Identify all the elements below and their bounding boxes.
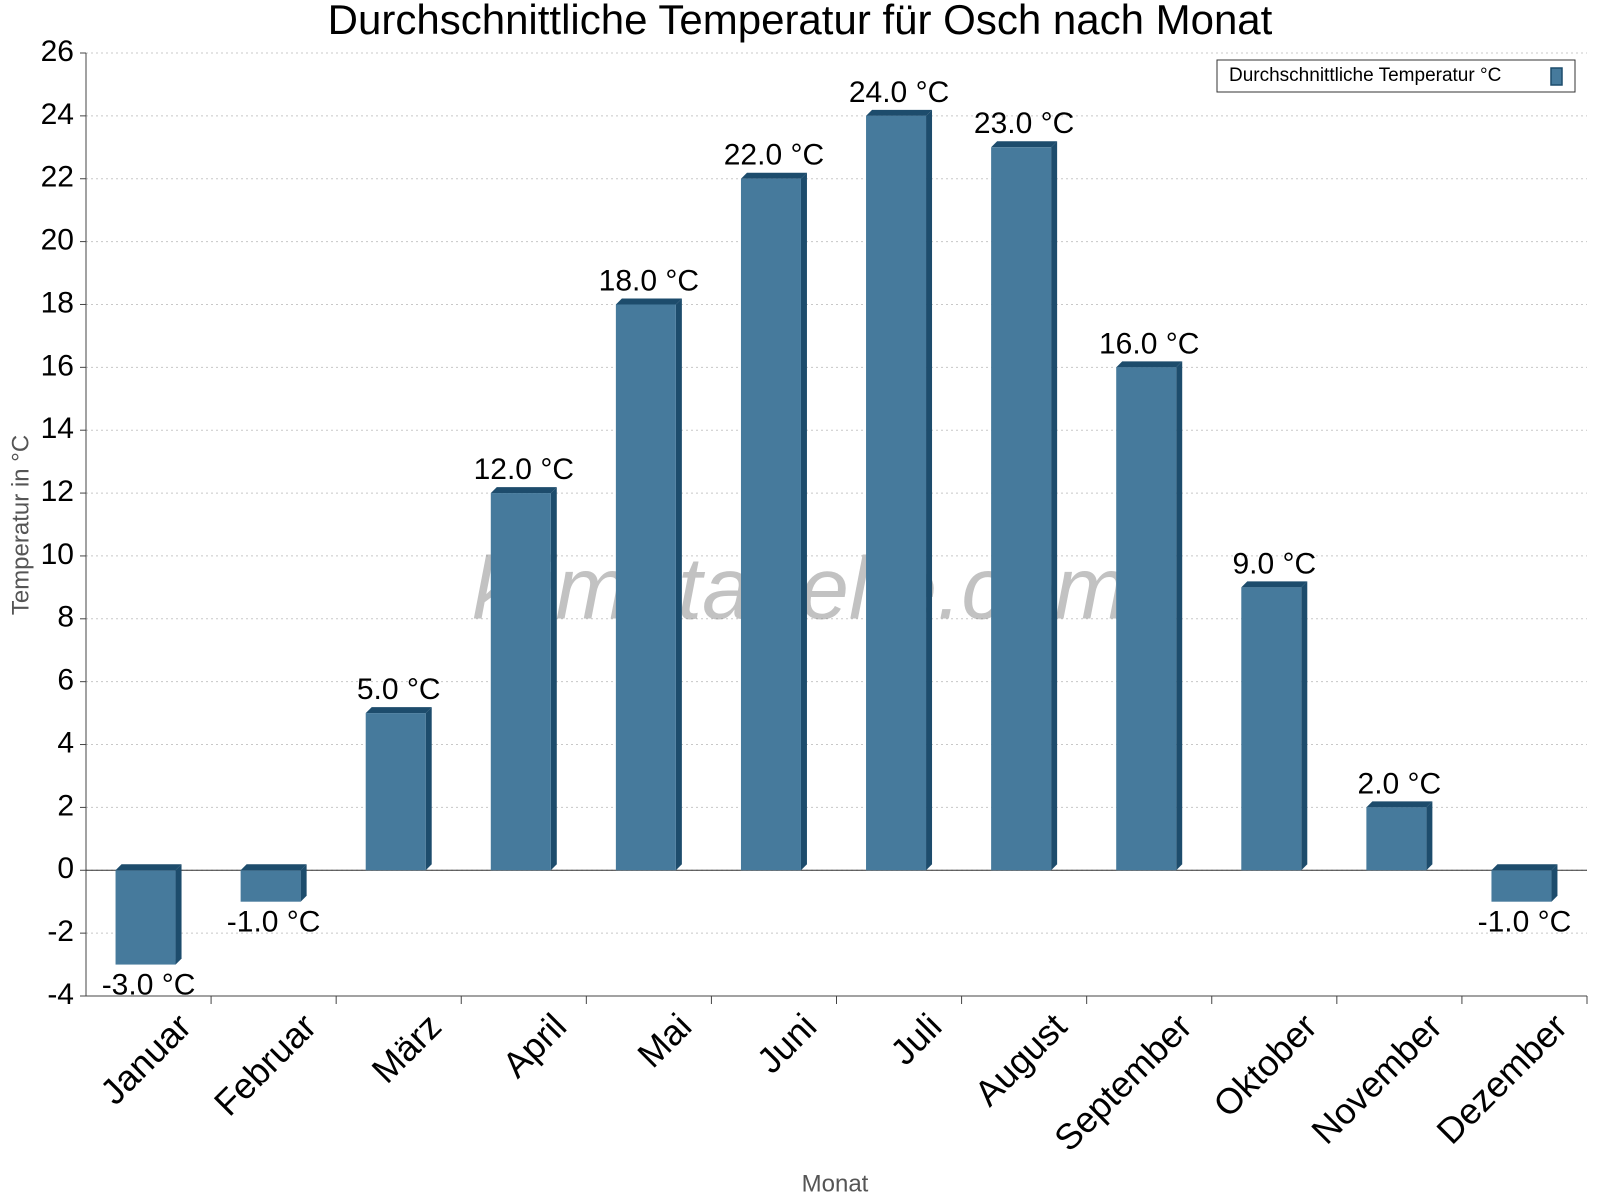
y-tick-label: -2 [47, 915, 74, 948]
bar-top [740, 172, 807, 179]
bar [1116, 367, 1177, 871]
y-tick-label: 18 [41, 286, 74, 319]
bar-side [1176, 361, 1183, 871]
data-label: 23.0 °C [974, 107, 1074, 140]
bar-top [1116, 361, 1183, 368]
y-axis-label: Temperatur in °C [7, 435, 34, 615]
bar-side [425, 707, 432, 871]
bar-top [1366, 801, 1433, 808]
y-tick-label: 14 [41, 412, 74, 445]
bar-top [991, 141, 1058, 148]
bar [1366, 807, 1427, 871]
data-label: -3.0 °C [102, 968, 196, 1001]
bar-side [926, 109, 933, 871]
bar [365, 713, 426, 871]
y-tick-label: 4 [57, 726, 74, 759]
y-tick-label: 20 [41, 224, 74, 257]
bar-side [1551, 864, 1558, 902]
y-tick-label: 22 [41, 161, 74, 194]
y-tick-label: 10 [41, 538, 74, 571]
bar-side [300, 864, 307, 902]
y-tick-label: -4 [47, 978, 74, 1011]
data-label: 12.0 °C [474, 453, 574, 486]
bar-side [1426, 801, 1433, 871]
y-tick-label: 24 [41, 98, 74, 131]
bar-top [1241, 581, 1308, 588]
bar [991, 147, 1052, 871]
y-tick-label: 6 [57, 664, 74, 697]
bar [866, 115, 927, 871]
bar-top [866, 109, 933, 116]
bar [615, 304, 676, 871]
bar [115, 870, 176, 965]
bar-top [240, 864, 307, 871]
bar-top [365, 707, 432, 714]
y-tick-label: 12 [41, 475, 74, 508]
legend-label: Durchschnittliche Temperatur °C [1229, 65, 1501, 86]
legend-box [1216, 59, 1576, 93]
data-label: 16.0 °C [1099, 327, 1199, 360]
y-tick-label: 16 [41, 349, 74, 382]
y-tick-label: 0 [57, 852, 74, 885]
data-label: 9.0 °C [1232, 547, 1316, 580]
bar-top [115, 864, 182, 871]
data-label: 22.0 °C [724, 139, 824, 172]
bar-side [550, 487, 557, 871]
y-tick-label: 8 [57, 601, 74, 634]
bar-top [615, 298, 682, 305]
bar-side [675, 298, 682, 871]
bar-side [1051, 141, 1058, 871]
bar [1491, 870, 1552, 902]
data-label: 5.0 °C [357, 673, 441, 706]
bar [1241, 587, 1302, 871]
bar [740, 178, 801, 871]
bar-side [800, 172, 807, 871]
bar [240, 870, 301, 902]
legend: Durchschnittliche Temperatur °C [1216, 59, 1576, 93]
data-label: -1.0 °C [1478, 906, 1572, 939]
bar-side [1301, 581, 1308, 871]
data-label: 18.0 °C [599, 264, 699, 297]
chart-title: Durchschnittliche Temperatur für Osch na… [328, 0, 1273, 43]
bar-top [490, 487, 557, 494]
legend-swatch [1550, 67, 1563, 86]
data-label: 2.0 °C [1358, 767, 1442, 800]
y-tick-label: 2 [57, 789, 74, 822]
bar-top [1491, 864, 1558, 871]
data-label: -1.0 °C [227, 906, 321, 939]
data-label: 24.0 °C [849, 76, 949, 109]
y-tick-label: 26 [41, 35, 74, 68]
bar-side [175, 864, 182, 965]
bar [490, 493, 551, 871]
x-axis-label: Monat [802, 1170, 869, 1197]
